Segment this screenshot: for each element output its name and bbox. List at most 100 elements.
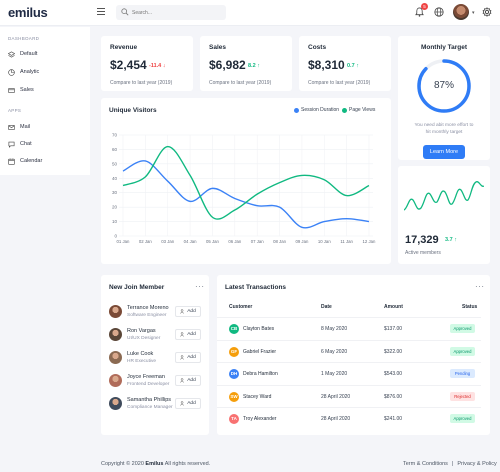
status-badge: Approved bbox=[450, 324, 475, 333]
member-avatar bbox=[109, 305, 122, 318]
x-tick-label: 08 Jan bbox=[273, 239, 287, 244]
globe-icon[interactable] bbox=[434, 7, 444, 17]
latest-transactions-card: Latest Transactions ··· bbox=[217, 275, 490, 435]
x-tick-label: 09 Jan bbox=[295, 239, 309, 244]
customer-name: Troy Alexander bbox=[243, 416, 277, 422]
transaction-amount: $876.00 bbox=[384, 393, 403, 400]
search-box[interactable] bbox=[116, 5, 226, 20]
footer-separator: | bbox=[451, 461, 454, 467]
legend-swatch bbox=[342, 107, 347, 113]
revenue-card: Revenue $2,454 -11.4 ↓ Compare to last y… bbox=[101, 36, 193, 91]
sidebar-item-mail[interactable]: Mail bbox=[8, 122, 30, 132]
series-line-session-duration[interactable] bbox=[122, 160, 370, 229]
table-row[interactable]: GF Gabriel Frazier 6 May 2020 $322.00 Approv… bbox=[217, 339, 481, 362]
add-user-icon bbox=[180, 332, 185, 337]
terms-link[interactable]: Term & Conditions bbox=[403, 461, 448, 467]
stat-value: $6,982 bbox=[209, 58, 246, 72]
add-user-icon bbox=[180, 309, 185, 314]
menu-toggle-icon[interactable] bbox=[97, 8, 105, 16]
sidebar-item-label: Chat bbox=[20, 141, 32, 147]
member-row: Terrance Moreno Software Engineer bbox=[109, 304, 211, 320]
more-options-icon[interactable]: ··· bbox=[475, 282, 485, 291]
transaction-amount: $322.00 bbox=[384, 348, 403, 355]
target-progress-ring bbox=[417, 59, 471, 113]
y-tick-label: 50 bbox=[112, 161, 118, 166]
x-tick-label: 01 Jan bbox=[117, 239, 131, 244]
user-avatar[interactable] bbox=[453, 4, 469, 20]
brand-logo[interactable]: emilus bbox=[8, 5, 48, 20]
active-members-delta: 3.7 ↑ bbox=[445, 237, 457, 243]
stat-value: $8,310 bbox=[308, 58, 345, 72]
stat-compare: Compare to last year (2019) bbox=[209, 80, 272, 86]
sidebar-item-label: Calendar bbox=[20, 158, 43, 164]
sidebar-item-chat[interactable]: Chat bbox=[8, 139, 32, 149]
customer-avatar: GF bbox=[229, 346, 239, 357]
sidebar-item-analytic[interactable]: Analytic bbox=[8, 67, 39, 77]
calendar-icon bbox=[8, 157, 15, 165]
add-member-button[interactable]: Add bbox=[175, 398, 201, 409]
sidebar-section-apps: APPS bbox=[8, 108, 22, 113]
chevron-down-icon[interactable]: ▾ bbox=[472, 10, 475, 16]
transaction-date: 28 April 2020 bbox=[321, 416, 351, 422]
member-role: Frontend Developer bbox=[127, 382, 170, 387]
add-member-button[interactable]: Add bbox=[175, 352, 201, 363]
legend-page-views[interactable]: Page Views bbox=[342, 107, 375, 113]
y-tick-label: 0 bbox=[114, 234, 117, 239]
sidebar-item-label: Default bbox=[20, 51, 38, 57]
transaction-date: 28 April 2020 bbox=[321, 393, 351, 400]
learn-more-button[interactable]: Learn More bbox=[423, 145, 465, 159]
table-row[interactable]: CB Clayton Bates 8 May 2020 $137.00 Approved bbox=[217, 317, 481, 339]
add-member-button[interactable]: Add bbox=[175, 306, 201, 317]
member-row: Samantha Phillips Compliance Manager bbox=[109, 396, 211, 412]
x-tick-label: 11 Jan bbox=[340, 239, 353, 244]
column-header-customer: Customer bbox=[229, 304, 253, 310]
costs-card: Costs $8,310 0.7 ↑ Compare to last year … bbox=[299, 36, 391, 91]
gear-icon[interactable] bbox=[482, 7, 492, 17]
sidebar-item-calendar[interactable]: Calendar bbox=[8, 156, 42, 166]
x-tick-label: 06 Jan bbox=[228, 239, 242, 244]
sidebar-section-dashboard: DASHBOARD bbox=[8, 36, 40, 41]
mail-icon bbox=[8, 124, 15, 130]
sidebar: DASHBOARD Default Analytic Sales APPS Ma… bbox=[0, 27, 90, 175]
member-name[interactable]: Ron Vargas bbox=[127, 328, 156, 334]
transactions-title: Latest Transactions bbox=[225, 284, 287, 291]
transaction-amount: $137.00 bbox=[384, 326, 403, 332]
y-tick-label: 70 bbox=[112, 133, 118, 138]
unique-visitors-title: Unique Visitors bbox=[109, 107, 157, 114]
table-row[interactable]: TA Troy Alexander 28 April 2020 $241.00 Appr… bbox=[217, 407, 481, 429]
sidebar-item-sales[interactable]: Sales bbox=[8, 85, 34, 95]
legend-session-duration[interactable]: Session Duration bbox=[294, 107, 339, 113]
member-name[interactable]: Luke Cook bbox=[127, 351, 154, 357]
stat-delta: 8.2 ↑ bbox=[248, 63, 260, 69]
member-avatar bbox=[109, 397, 122, 410]
member-avatar bbox=[109, 351, 122, 364]
column-header-amount: Amount bbox=[384, 304, 403, 310]
y-tick-label: 40 bbox=[112, 176, 118, 181]
stat-compare: Compare to last year (2019) bbox=[110, 80, 173, 86]
privacy-link[interactable]: Privacy & Policy bbox=[457, 461, 497, 467]
x-tick-label: 10 Jan bbox=[318, 239, 332, 244]
y-tick-label: 60 bbox=[112, 147, 118, 152]
transaction-amount: $241.00 bbox=[384, 416, 403, 422]
sidebar-item-default[interactable]: Default bbox=[8, 49, 37, 59]
x-tick-label: 03 Jan bbox=[161, 239, 175, 244]
transaction-amount: $543.00 bbox=[384, 371, 403, 377]
add-member-button[interactable]: Add bbox=[175, 329, 201, 340]
active-members-card: 17,329 3.7 ↑ Active members bbox=[398, 166, 490, 264]
more-options-icon[interactable]: ··· bbox=[195, 282, 205, 291]
series-line-page-views[interactable] bbox=[122, 145, 370, 220]
search-input[interactable] bbox=[132, 8, 220, 17]
sidebar-item-label: Mail bbox=[20, 124, 31, 130]
add-member-button[interactable]: Add bbox=[175, 375, 201, 386]
member-name[interactable]: Samantha Phillips bbox=[127, 397, 172, 403]
add-user-icon bbox=[180, 355, 185, 360]
table-row[interactable]: DH Debra Hamilton 1 May 2020 $543.00 Pending bbox=[217, 362, 481, 384]
active-members-sparkline bbox=[404, 181, 484, 211]
arrow-down-icon: ↓ bbox=[162, 63, 166, 69]
member-name[interactable]: Terrance Moreno bbox=[127, 305, 169, 311]
member-name[interactable]: Joyce Freeman bbox=[127, 374, 165, 380]
table-row[interactable]: SW Stacey Ward 28 April 2020 $876.00 Rejecte… bbox=[217, 384, 481, 407]
status-badge: Approved bbox=[450, 346, 475, 356]
member-role: Software Engineer bbox=[127, 313, 167, 318]
unique-visitors-chart: 0 10 20 30 40 50 60 70 01 Jan 02 Jan 03 Jan 04 Jan 0… bbox=[112, 133, 376, 245]
